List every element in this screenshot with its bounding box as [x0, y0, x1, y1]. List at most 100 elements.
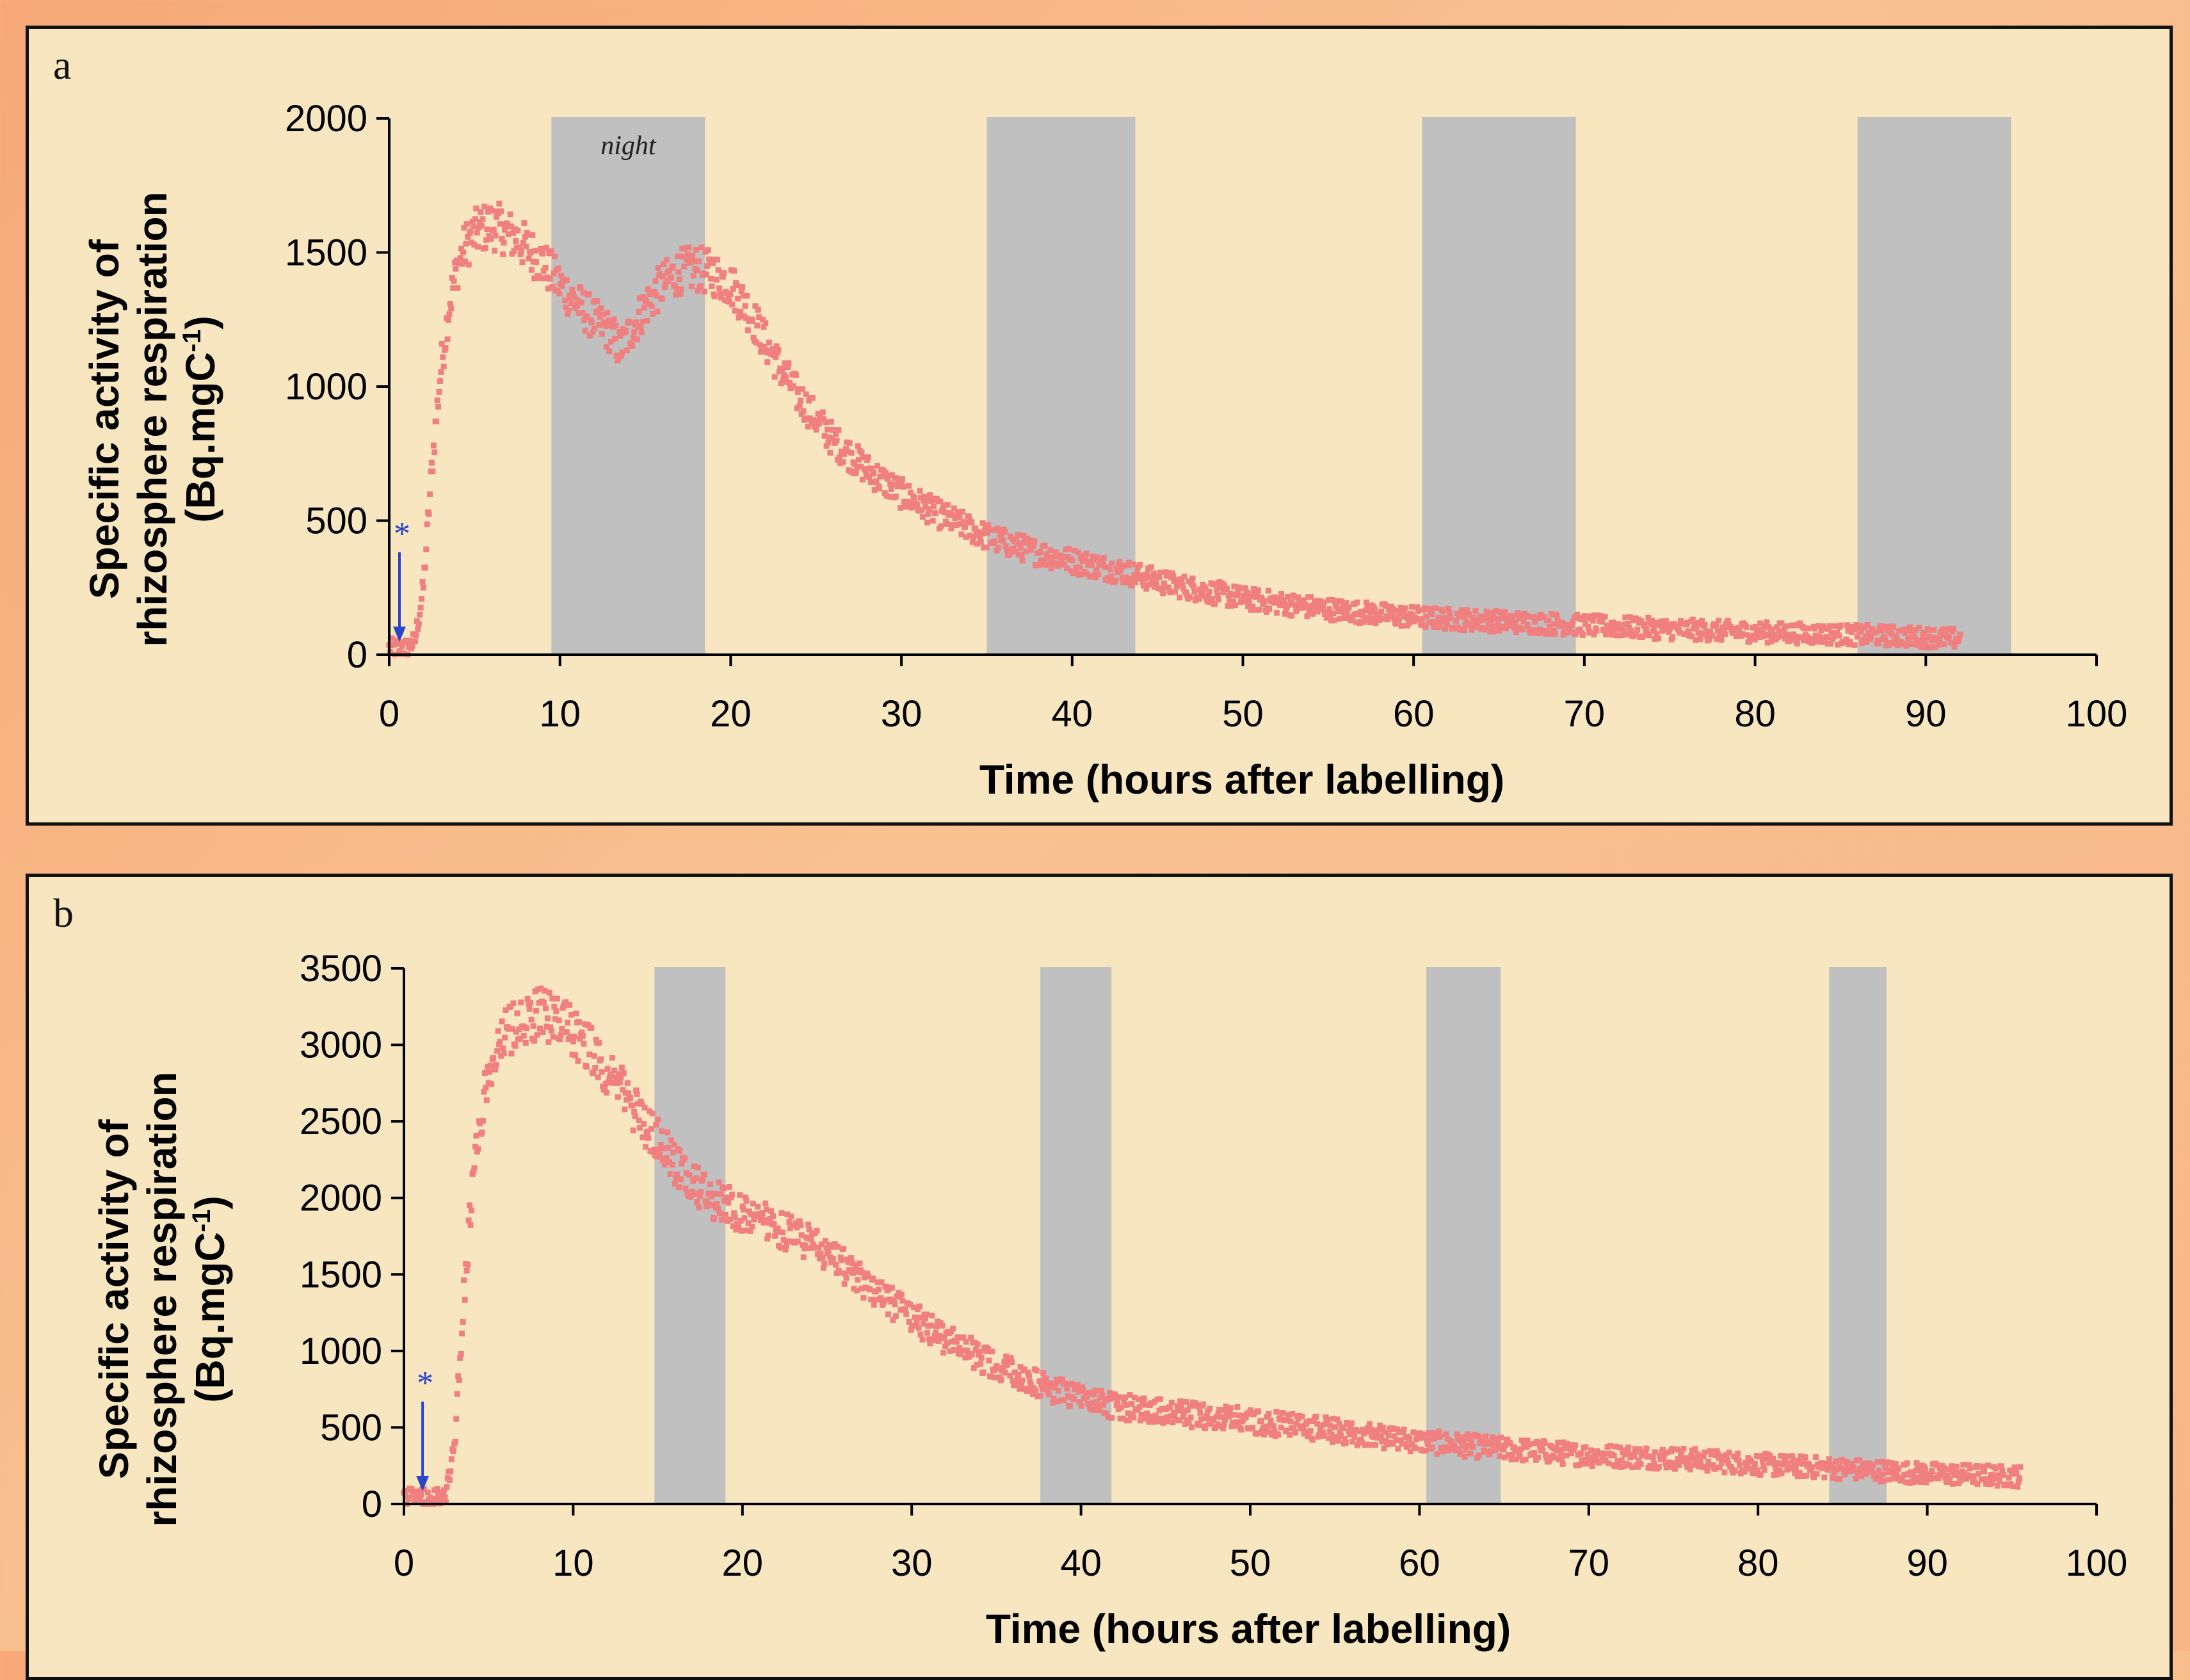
data-point [1794, 641, 1800, 647]
data-point [2013, 1467, 2019, 1473]
data-point [1414, 604, 1421, 611]
data-point [729, 301, 736, 308]
data-point [1879, 623, 1885, 630]
data-point [773, 343, 780, 349]
data-point [860, 454, 867, 461]
data-point [1602, 1457, 1609, 1464]
data-point [1443, 615, 1449, 621]
data-point [1628, 627, 1634, 634]
data-point [1479, 1435, 1485, 1441]
data-point [1182, 1421, 1188, 1427]
data-point [590, 329, 596, 335]
data-point [1783, 623, 1789, 630]
data-point [445, 317, 451, 323]
data-point [1927, 1476, 1933, 1483]
data-point [974, 1341, 981, 1348]
data-point [1646, 632, 1652, 639]
data-point [892, 1301, 898, 1308]
data-point [865, 454, 871, 460]
data-point [1770, 1455, 1776, 1462]
data-point [929, 1313, 935, 1319]
data-point [1100, 1402, 1106, 1408]
data-point [941, 1335, 947, 1341]
data-point [782, 1247, 789, 1253]
data-point [1718, 637, 1725, 643]
data-point [611, 316, 617, 323]
data-point [579, 1033, 586, 1039]
data-point [1013, 1378, 1020, 1384]
data-point [753, 339, 759, 346]
data-point [940, 1350, 947, 1356]
data-point [915, 1306, 921, 1313]
data-point [1143, 1416, 1149, 1422]
data-point [1935, 1475, 1942, 1482]
data-point [1520, 618, 1527, 625]
data-point [1052, 549, 1059, 556]
data-point [873, 479, 880, 485]
data-point [1258, 1418, 1264, 1424]
data-point [2000, 1472, 2006, 1478]
data-point [1763, 1455, 1769, 1462]
data-point [1677, 630, 1683, 636]
data-point [1609, 632, 1616, 638]
data-point [434, 1485, 440, 1492]
data-point [1078, 1402, 1084, 1409]
data-point [1789, 1453, 1795, 1459]
data-point [1954, 1470, 1961, 1476]
data-point [1764, 639, 1771, 646]
data-point [1725, 1460, 1732, 1467]
data-point [707, 1181, 714, 1187]
data-point [500, 251, 506, 257]
data-point [1956, 636, 1962, 642]
data-point [1735, 627, 1742, 633]
data-point [1366, 1421, 1373, 1427]
data-point [1502, 609, 1508, 615]
data-point [575, 1058, 581, 1064]
data-point [839, 1257, 845, 1263]
data-point [1726, 1450, 1732, 1456]
data-point [1485, 621, 1492, 628]
data-point [1835, 641, 1841, 648]
data-point [557, 1036, 563, 1043]
data-point [1920, 629, 1927, 636]
data-point [1107, 1389, 1113, 1396]
data-point [1693, 637, 1699, 643]
data-point [807, 1245, 814, 1251]
data-point [814, 1228, 820, 1234]
data-point [941, 502, 947, 509]
data-point [914, 1320, 920, 1326]
data-point [661, 284, 668, 291]
data-point [880, 1300, 887, 1306]
data-point [1614, 1458, 1621, 1464]
data-point [556, 1017, 562, 1023]
data-point [1507, 1441, 1513, 1447]
data-point [1061, 1397, 1067, 1404]
data-point [1985, 1462, 1991, 1469]
data-point [1152, 1412, 1159, 1419]
data-point [1502, 1454, 1508, 1460]
data-point [1741, 1469, 1748, 1475]
data-point [1168, 1413, 1174, 1420]
data-point [1810, 638, 1816, 644]
data-point [617, 333, 624, 339]
data-point [1551, 627, 1558, 634]
data-point [1504, 618, 1511, 625]
data-point [1447, 615, 1454, 621]
data-point [1624, 1449, 1630, 1455]
data-point [435, 404, 442, 410]
data-point [965, 513, 972, 520]
data-point [1396, 1429, 1403, 1436]
data-point [1902, 630, 1908, 637]
data-point [944, 1340, 951, 1346]
data-point [756, 314, 762, 321]
data-point [1548, 611, 1554, 618]
data-point [1582, 1444, 1589, 1450]
data-point [969, 1351, 975, 1357]
data-point [1903, 643, 1910, 649]
data-point [1155, 1418, 1162, 1425]
data-point [481, 1089, 487, 1095]
data-point [555, 265, 561, 271]
data-point [853, 1261, 859, 1268]
data-point [1453, 618, 1460, 624]
data-point [1757, 620, 1764, 627]
